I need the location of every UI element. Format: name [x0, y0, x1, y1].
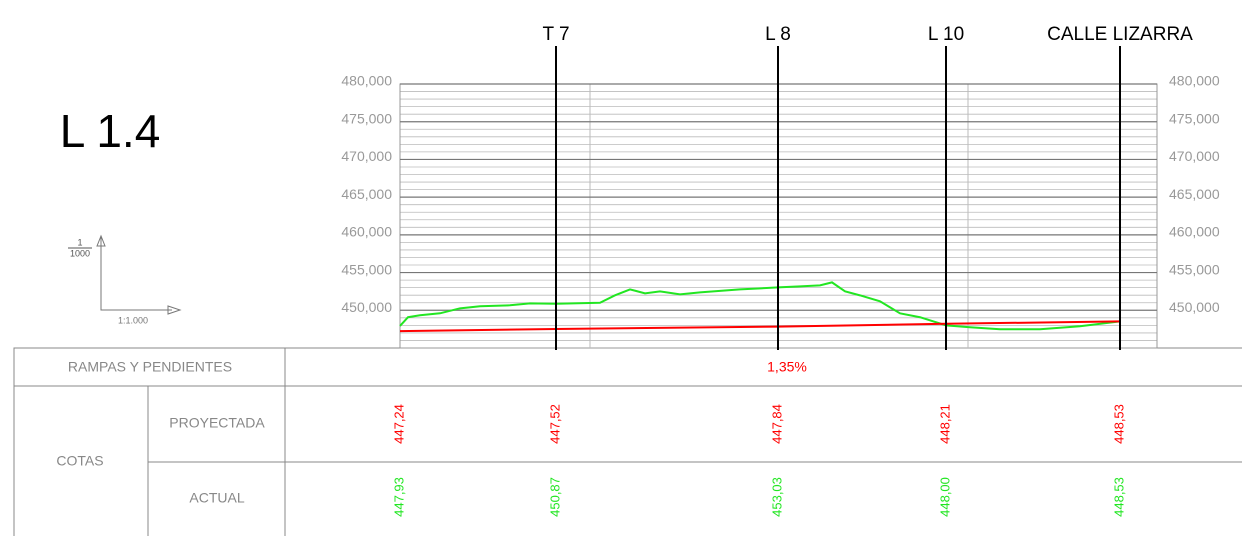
y-tick-label: 465,000	[1169, 186, 1220, 202]
y-tick-label: 450,000	[1169, 299, 1220, 315]
y-tick-label: 450,000	[341, 299, 392, 315]
y-tick-label: 455,000	[341, 261, 392, 277]
arrow	[167, 305, 182, 315]
projected-value: 447,84	[769, 404, 784, 444]
y-tick-label: 480,000	[1169, 73, 1220, 89]
actual-value: 450,87	[547, 477, 562, 517]
y-tick-label: 470,000	[1169, 148, 1220, 164]
y-tick-label: 470,000	[341, 148, 392, 164]
sheet-title: L 1.4	[60, 105, 161, 157]
projected-value: 447,24	[391, 404, 406, 444]
row-label: ACTUAL	[189, 490, 244, 506]
actual-value: 447,93	[391, 477, 406, 517]
y-tick-label: 460,000	[341, 224, 392, 240]
y-tick-label: 475,000	[341, 110, 392, 126]
scale-num: 1	[77, 237, 82, 247]
actual-value: 448,53	[1111, 477, 1126, 517]
station-label: L 8	[765, 24, 791, 45]
row-label: COTAS	[56, 453, 103, 469]
y-tick-label: 480,000	[341, 73, 392, 89]
table	[13, 347, 1242, 536]
actual-value: 448,00	[937, 477, 952, 517]
arrow	[96, 234, 106, 247]
actual-value: 453,03	[769, 477, 784, 517]
y-tick-label: 460,000	[1169, 224, 1220, 240]
projected-value: 448,21	[937, 404, 952, 444]
scale-label: 1:1.000	[118, 315, 148, 325]
row-label: RAMPAS Y PENDIENTES	[68, 359, 232, 375]
station-label: T 7	[542, 24, 569, 45]
station-label: CALLE LIZARRA	[1047, 24, 1193, 45]
projected-value: 448,53	[1111, 404, 1126, 444]
scale-den: 1000	[70, 248, 90, 258]
projected-value: 447,52	[547, 404, 562, 444]
y-tick-label: 465,000	[341, 186, 392, 202]
y-tick-label: 475,000	[1169, 110, 1220, 126]
slope-value: 1,35%	[767, 359, 807, 375]
scale-axes	[100, 236, 172, 311]
row-label: PROYECTADA	[169, 415, 265, 431]
y-tick-label: 455,000	[1169, 261, 1220, 277]
station-label: L 10	[928, 24, 964, 45]
